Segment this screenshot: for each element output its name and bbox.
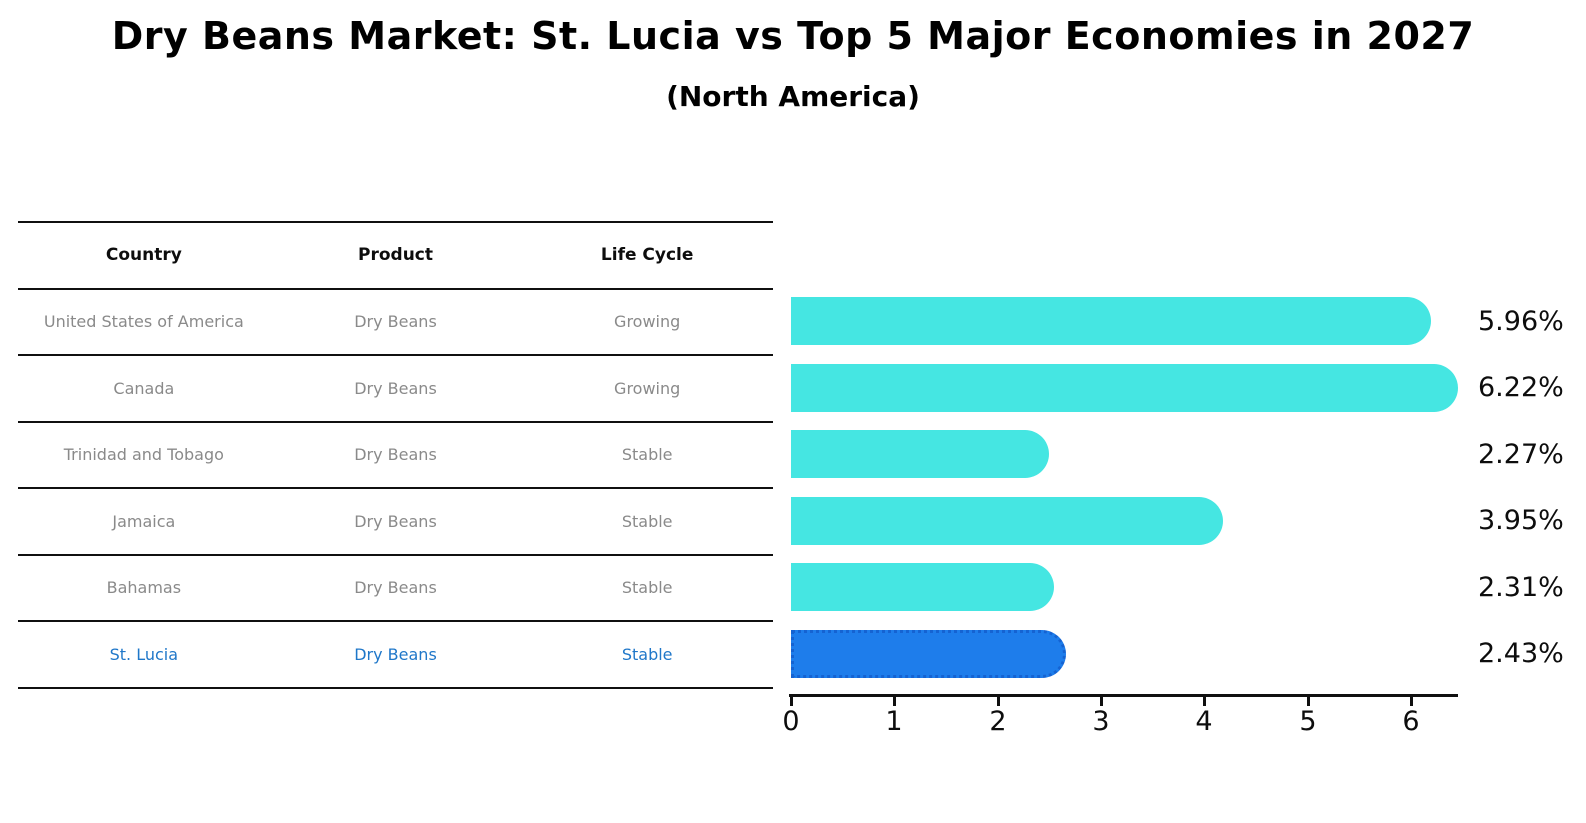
cell-product: Dry Beans	[354, 644, 437, 664]
cell-product: Dry Beans	[354, 578, 437, 598]
table-row: Trinidad and Tobago Dry Beans Stable	[18, 423, 773, 489]
cell-life-cycle: Stable	[621, 578, 673, 598]
x-tick	[790, 697, 793, 706]
table-row: Jamaica Dry Beans Stable	[18, 489, 773, 556]
cell-country: United States of America	[43, 312, 244, 332]
bar-united-states	[791, 297, 1431, 345]
chart-subtitle: (North America)	[666, 80, 920, 113]
col-header-product: Product	[358, 245, 433, 266]
value-label: 2.27%	[1478, 438, 1564, 470]
cell-product: Dry Beans	[354, 378, 437, 398]
x-tick-label: 6	[1402, 706, 1420, 737]
x-axis-line	[789, 694, 1458, 697]
value-label: 6.22%	[1478, 372, 1564, 404]
value-label: 2.31%	[1478, 571, 1564, 603]
x-tick-label: 4	[1195, 706, 1213, 737]
cell-life-cycle: Growing	[614, 312, 681, 332]
chart-title: Dry Beans Market: St. Lucia vs Top 5 Maj…	[111, 14, 1475, 58]
x-tick-label: 3	[1092, 706, 1110, 737]
x-tick-label: 1	[885, 706, 903, 737]
bar-row	[791, 621, 1491, 688]
cell-product: Dry Beans	[354, 312, 437, 332]
table-row-highlighted: St. Lucia Dry Beans Stable	[18, 622, 773, 689]
bar-row	[791, 421, 1491, 488]
x-tick	[1307, 697, 1310, 706]
x-tick	[893, 697, 896, 706]
cell-life-cycle: Stable	[621, 644, 673, 664]
bar-jamaica	[791, 496, 1223, 545]
table-header-row: Country Product Life Cycle	[18, 223, 773, 290]
x-tick	[1100, 697, 1103, 706]
bar-row	[791, 355, 1491, 422]
cell-country: Jamaica	[112, 511, 176, 531]
cell-country: Canada	[113, 378, 175, 398]
bar-row	[791, 554, 1491, 621]
table-row: Bahamas Dry Beans Stable	[18, 556, 773, 622]
bar-row	[791, 288, 1491, 355]
bar-bahamas	[791, 563, 1054, 611]
x-tick	[1203, 697, 1206, 706]
cell-country: Bahamas	[106, 578, 182, 598]
value-label: 2.43%	[1478, 638, 1564, 670]
cell-product: Dry Beans	[354, 511, 437, 531]
x-tick	[997, 697, 1000, 706]
col-header-country: Country	[105, 245, 182, 266]
bar-st-lucia-highlighted	[791, 629, 1066, 678]
value-label: 5.96%	[1478, 305, 1564, 337]
cell-country: Trinidad and Tobago	[63, 445, 224, 465]
col-header-life-cycle: Life Cycle	[600, 245, 694, 266]
cell-life-cycle: Stable	[621, 511, 673, 531]
bar-trinidad-and-tobago	[791, 430, 1049, 478]
x-tick	[1410, 697, 1413, 706]
cell-life-cycle: Stable	[621, 445, 673, 465]
x-tick-label: 5	[1299, 706, 1317, 737]
cell-product: Dry Beans	[354, 445, 437, 465]
cell-life-cycle: Growing	[614, 378, 681, 398]
value-label-column: 5.96% 6.22% 2.27% 3.95% 2.31% 2.43%	[1478, 288, 1586, 687]
bar-row	[791, 488, 1491, 555]
x-tick-label: 0	[782, 706, 800, 737]
value-label: 3.95%	[1478, 505, 1564, 537]
cell-country: St. Lucia	[109, 644, 179, 664]
x-tick-label: 2	[989, 706, 1007, 737]
country-table: Country Product Life Cycle United States…	[18, 221, 773, 689]
bar-plot-area	[791, 288, 1491, 687]
bar-canada	[791, 363, 1458, 412]
table-row: Canada Dry Beans Growing	[18, 356, 773, 423]
table-row: United States of America Dry Beans Growi…	[18, 290, 773, 356]
